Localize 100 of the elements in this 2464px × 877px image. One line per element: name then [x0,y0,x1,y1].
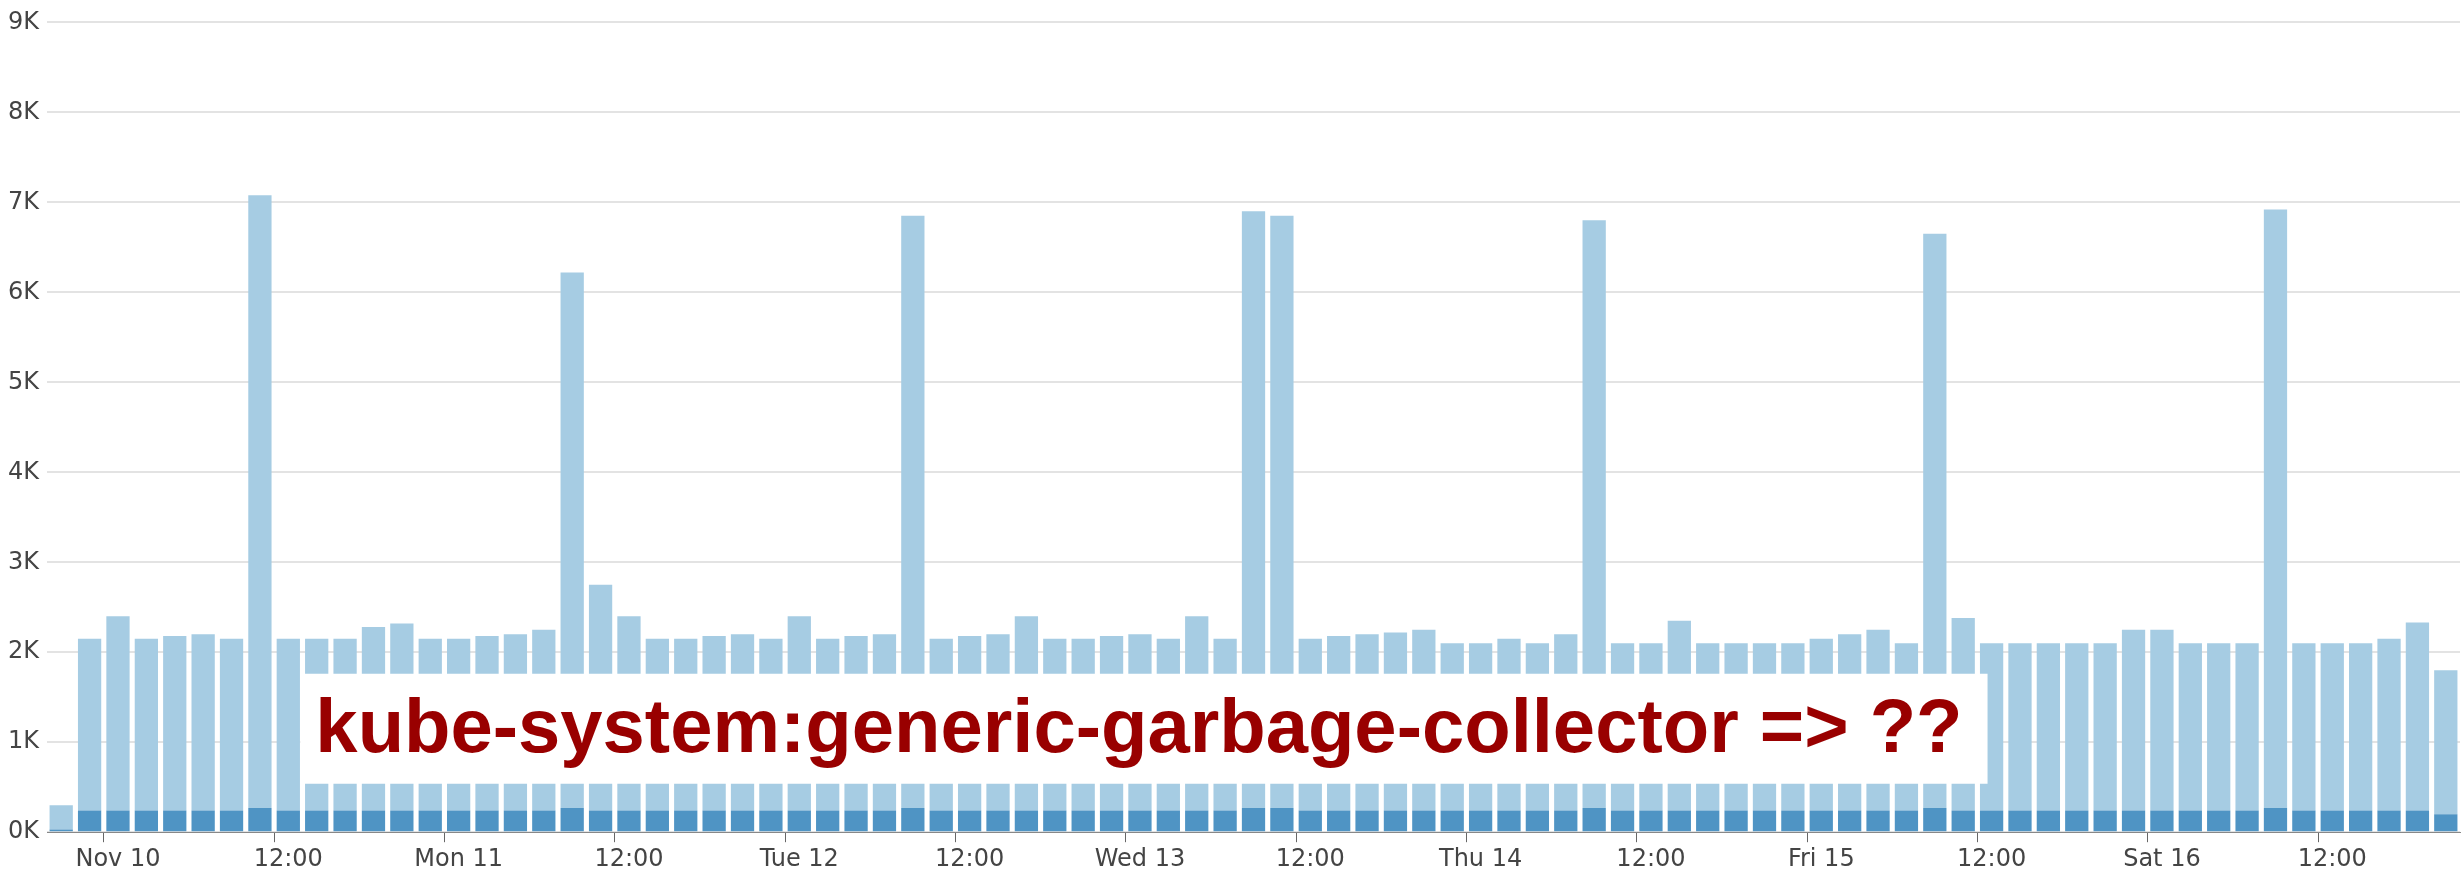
bar [2008,810,2032,832]
bar [986,810,1010,832]
bar [2405,622,2430,811]
bar [1582,807,1606,832]
bar [2263,209,2288,808]
bar [219,638,244,811]
bar [1979,810,2004,832]
bar [2405,810,2430,832]
x-tick-label: 12:00 [1275,843,1345,872]
bar [2292,810,2316,832]
bar [2150,629,2174,811]
x-tick-label: 12:00 [253,843,323,872]
bar [1043,810,1067,832]
bar [844,810,868,832]
bar [361,810,386,832]
bar [163,810,187,832]
x-tick-label: 12:00 [594,843,664,872]
bar [191,634,215,811]
bar [333,810,357,832]
bar [390,810,414,832]
bar [617,810,641,832]
x-tick-label: 12:00 [2297,843,2367,872]
x-tick-label: 12:00 [1616,843,1686,872]
bar [2150,810,2174,832]
bar [2207,810,2231,832]
bar [588,810,613,832]
bar [106,810,130,832]
bar [2349,643,2373,811]
bar [276,638,300,811]
bar [1838,810,1862,832]
bar [1241,807,1266,832]
bar [1696,810,1720,832]
x-tick-label: 12:00 [1957,843,2027,872]
bar [1014,810,1039,832]
x-tick-label: Thu 14 [1437,843,1523,872]
bar [49,805,73,830]
bar [248,807,272,832]
bar [1327,810,1351,832]
bar [219,810,244,832]
bar [2121,810,2146,832]
bar [1355,810,1379,832]
bar [248,195,272,808]
bar [1923,807,1947,832]
bar [276,810,300,832]
y-tick-label: 4K [7,456,41,485]
bar [1270,807,1294,832]
bar [1099,810,1124,832]
y-tick-label: 1K [7,726,41,755]
bar [1071,810,1095,832]
bar [2320,810,2344,832]
x-tick-label: Fri 15 [1787,843,1855,872]
bar [2263,807,2288,832]
y-tick-label: 8K [7,96,41,125]
bar [2065,810,2089,832]
bar [1639,810,1663,832]
bar [1156,810,1180,832]
bar [2178,643,2202,811]
x-tick-label: Wed 13 [1094,843,1186,872]
bar [1809,810,1833,832]
bar [560,807,584,832]
bar [901,807,925,832]
bar [787,810,811,832]
bar [1213,810,1237,832]
bar [2235,810,2259,832]
bar [2093,643,2117,811]
bar [1752,810,1777,832]
bar [134,638,159,811]
bar [929,810,953,832]
bar [2377,638,2401,811]
bar [2036,643,2061,811]
bar [1951,810,1975,832]
bar [475,810,499,832]
bar [645,810,669,832]
bar [2434,814,2458,832]
bar [872,810,897,832]
bar [816,810,840,832]
bar [447,810,471,832]
y-tick-label: 5K [7,366,41,395]
bar [1298,810,1322,832]
bar [77,810,102,832]
bar [2178,810,2202,832]
y-tick-label: 7K [7,186,41,215]
bar [2065,643,2089,811]
bar [1412,810,1436,832]
bar [1185,810,1209,832]
bar [1497,810,1521,832]
y-tick-label: 3K [7,546,41,575]
bar [2036,810,2061,832]
bar [1866,810,1890,832]
bar [503,810,528,832]
x-tick-label: 12:00 [935,843,1005,872]
bar [2320,643,2344,811]
bar [1894,810,1919,832]
bar [1667,810,1691,832]
y-tick-label: 0K [7,816,41,845]
bar [1525,810,1550,832]
bar [2377,810,2401,832]
bar [1554,810,1578,832]
bar [1724,810,1748,832]
bar [2093,810,2117,832]
